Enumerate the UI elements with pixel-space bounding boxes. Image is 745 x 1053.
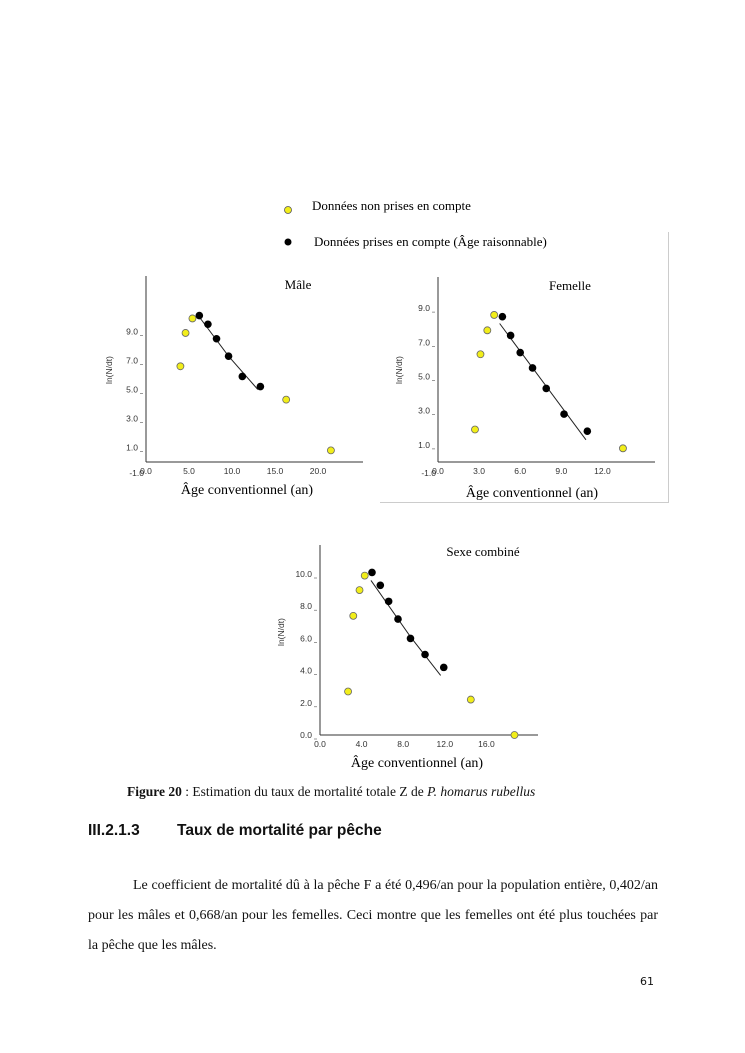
x-tick-label: 12.0	[594, 466, 611, 476]
excluded-data-point	[349, 611, 358, 620]
y-tick-label: 10.0	[295, 569, 312, 579]
y-tick-label: 7.0	[418, 337, 430, 347]
y-tick-label: 1.0	[418, 440, 430, 450]
x-tick-label: 9.0	[555, 466, 567, 476]
excluded-data-point	[282, 395, 291, 404]
excluded-data-point	[510, 731, 519, 739]
included-data-point	[506, 331, 515, 340]
y-tick-label: 0.0	[300, 730, 312, 740]
x-tick-label: 10.0	[224, 466, 241, 476]
excluded-data-point	[490, 311, 499, 319]
y-tick-label: 4.0	[300, 666, 312, 676]
included-data-point	[421, 650, 429, 659]
x-tick-label: 3.0	[473, 466, 485, 476]
section-title: Taux de mortalité par pêche	[177, 822, 382, 839]
x-tick-label: 15.0	[267, 466, 284, 476]
y-axis-label: ln(N/dt)	[394, 356, 404, 384]
excluded-data-point	[619, 444, 627, 453]
female-chart-frame	[380, 232, 669, 503]
included-data-point	[406, 634, 415, 643]
excluded-data-point	[355, 586, 364, 594]
y-tick-label: 6.0	[300, 633, 312, 643]
included-data-point	[516, 348, 524, 357]
x-tick-label: 12.0	[437, 739, 454, 749]
page-number: 61	[640, 975, 654, 988]
x-tick-label: 16.0	[478, 739, 495, 749]
y-tick-label: 9.0	[418, 303, 430, 313]
y-tick-label: 8.0	[300, 601, 312, 611]
x-tick-label: 0.0	[432, 466, 444, 476]
species-name: P. homarus rubellus	[427, 784, 536, 799]
body-paragraph: Le coefficient de mortalité dû à la pêch…	[88, 871, 658, 961]
excluded-data-point	[466, 695, 475, 704]
x-axis-label: Âge conventionnel (an)	[351, 754, 484, 771]
excluded-data-point	[360, 571, 369, 580]
y-tick-label: -1.0	[129, 468, 144, 478]
y-tick-label: 3.0	[418, 406, 430, 416]
legend-excluded-marker	[284, 206, 292, 214]
included-data-point	[368, 568, 376, 577]
x-axis-label: Âge conventionnel (an)	[181, 481, 314, 498]
x-tick-label: 0.0	[314, 739, 326, 749]
included-data-point	[394, 615, 402, 623]
x-tick-label: 5.0	[183, 466, 195, 476]
x-tick-label: 0.0	[140, 466, 152, 476]
included-data-point	[238, 372, 247, 381]
excluded-data-point	[344, 687, 352, 696]
y-tick-label: 2.0	[300, 698, 312, 708]
regression-line	[370, 580, 442, 676]
included-data-point	[376, 581, 385, 590]
included-data-point	[498, 312, 507, 321]
included-data-point	[439, 663, 448, 672]
included-data-point	[195, 311, 204, 320]
excluded-data-point	[476, 350, 485, 359]
caption-text: : Estimation du taux de mortalité totale…	[181, 784, 428, 799]
y-tick-label: 9.0	[126, 327, 138, 337]
excluded-data-point	[188, 314, 197, 323]
chart-title: Femelle	[549, 278, 591, 293]
y-axis-label: ln(N/dt)	[104, 356, 114, 384]
y-tick-label: 5.0	[126, 385, 138, 395]
chart-title: Sexe combiné	[446, 544, 520, 559]
y-tick-label: 5.0	[418, 372, 430, 382]
included-data-point	[384, 597, 393, 606]
included-data-point	[256, 382, 265, 391]
y-tick-label: 1.0	[126, 443, 138, 453]
paragraph-text: Le coefficient de mortalité dû à la pêch…	[88, 878, 658, 953]
figure-caption: Figure 20 : Estimation du taux de mortal…	[127, 784, 535, 800]
x-tick-label: 8.0	[397, 739, 409, 749]
included-data-point	[560, 410, 568, 418]
regression-line	[499, 323, 587, 441]
included-data-point	[542, 384, 551, 393]
x-tick-label: 6.0	[514, 466, 526, 476]
excluded-data-point	[471, 425, 479, 434]
excluded-data-point	[326, 446, 335, 455]
x-tick-label: 20.0	[310, 466, 327, 476]
excluded-data-point	[483, 326, 492, 335]
y-axis-label: ln(N/dt)	[276, 618, 286, 646]
included-data-point	[528, 364, 537, 372]
included-data-point	[212, 334, 221, 343]
y-tick-label: 7.0	[126, 356, 138, 366]
included-data-point	[224, 352, 233, 360]
excluded-data-point	[181, 329, 190, 337]
chart-title: Mâle	[285, 277, 312, 292]
figure-label: Figure 20	[127, 784, 182, 799]
included-data-point	[204, 320, 212, 329]
y-tick-label: 3.0	[126, 414, 138, 424]
x-axis-label: Âge conventionnel (an)	[466, 484, 599, 501]
x-tick-label: 4.0	[356, 739, 368, 749]
legend-included-label: Données prises en compte (Âge raisonnabl…	[314, 234, 547, 249]
section-number: III.2.1.3	[88, 822, 140, 839]
legend-excluded-label: Données non prises en compte	[312, 198, 471, 213]
y-tick-label: -1.0	[421, 468, 436, 478]
legend-included-marker	[284, 238, 292, 246]
excluded-data-point	[176, 362, 185, 371]
included-data-point	[583, 427, 592, 436]
